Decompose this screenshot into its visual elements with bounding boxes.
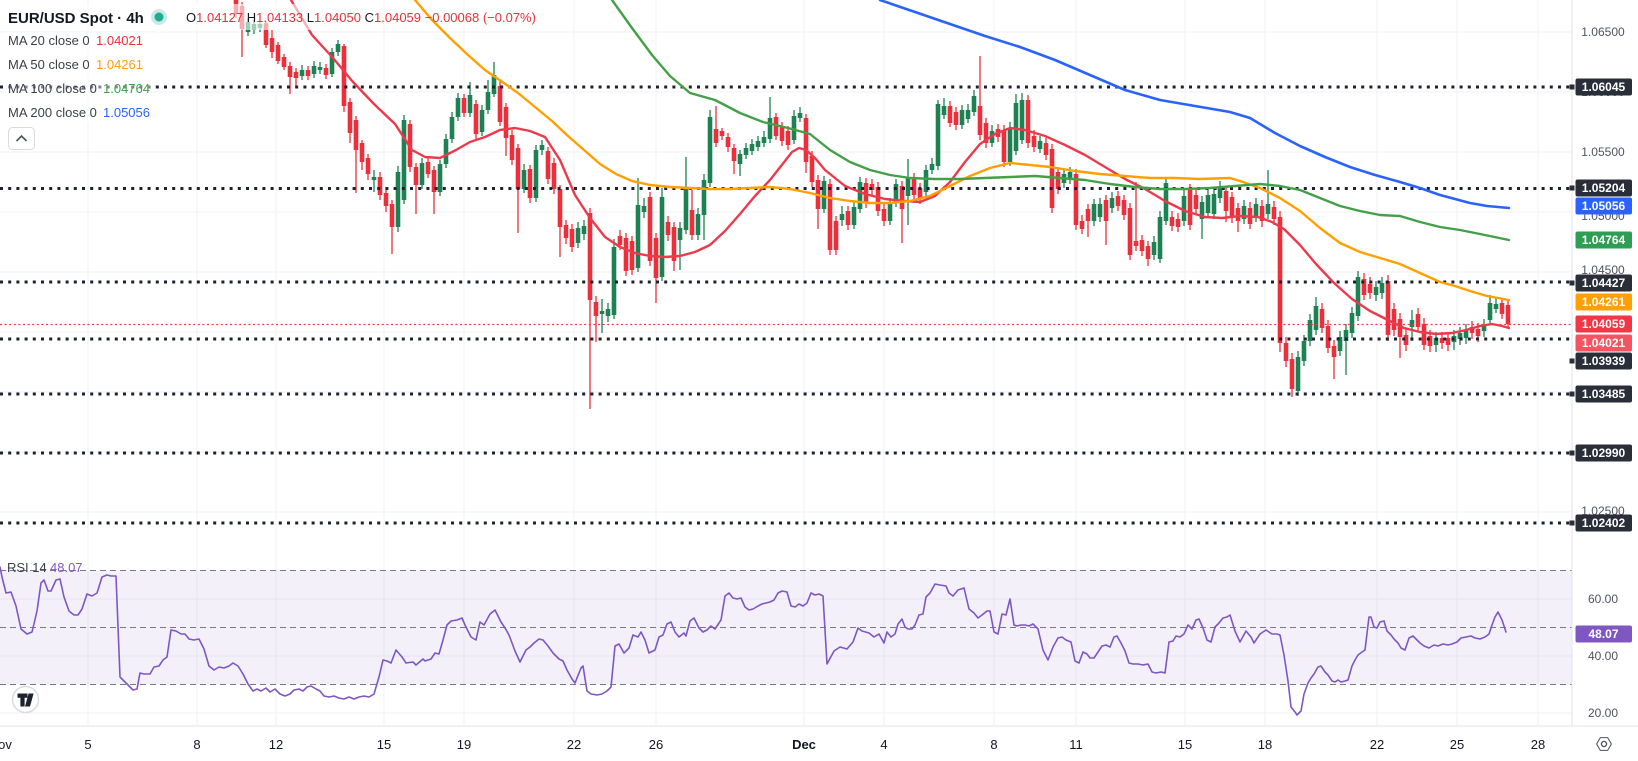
svg-text:1.02402: 1.02402 [1582, 516, 1626, 530]
svg-text:1.06500: 1.06500 [1581, 25, 1625, 39]
svg-text:15: 15 [377, 737, 391, 752]
svg-text:1.05204: 1.05204 [1582, 181, 1626, 195]
svg-text:15: 15 [1178, 737, 1192, 752]
svg-text:1.02990: 1.02990 [1582, 446, 1626, 460]
svg-text:4: 4 [880, 737, 887, 752]
svg-text:1.04059: 1.04059 [1582, 317, 1626, 331]
svg-text:Dec: Dec [792, 737, 816, 752]
svg-text:ov: ov [0, 737, 12, 752]
svg-text:1.05500: 1.05500 [1581, 145, 1625, 159]
svg-text:RSI 14: RSI 14 [7, 560, 47, 575]
svg-text:28: 28 [1531, 737, 1545, 752]
svg-text:1.04021: 1.04021 [96, 33, 143, 48]
svg-text:1.04764: 1.04764 [103, 81, 150, 96]
svg-text:12: 12 [269, 737, 283, 752]
svg-text:48.07: 48.07 [1588, 627, 1618, 641]
svg-text:MA 100 close 0: MA 100 close 0 [8, 81, 97, 96]
svg-text:22: 22 [1370, 737, 1384, 752]
svg-text:1.04261: 1.04261 [1582, 295, 1626, 309]
svg-text:40.00: 40.00 [1588, 649, 1618, 663]
svg-text:1.03485: 1.03485 [1582, 387, 1626, 401]
svg-text:1.05056: 1.05056 [1582, 199, 1626, 213]
svg-text:MA 200 close 0: MA 200 close 0 [8, 105, 97, 120]
svg-text:1.04427: 1.04427 [1582, 276, 1626, 290]
svg-text:1.05056: 1.05056 [103, 105, 150, 120]
svg-text:11: 11 [1069, 737, 1083, 752]
svg-text:18: 18 [1258, 737, 1272, 752]
svg-text:MA 20 close 0: MA 20 close 0 [8, 33, 90, 48]
svg-text:1.04764: 1.04764 [1582, 233, 1626, 247]
svg-text:26: 26 [649, 737, 663, 752]
svg-text:22: 22 [567, 737, 581, 752]
svg-text:8: 8 [990, 737, 997, 752]
svg-text:1.04021: 1.04021 [1582, 336, 1626, 350]
svg-text:1.06045: 1.06045 [1582, 80, 1626, 94]
svg-text:1.03939: 1.03939 [1582, 354, 1626, 368]
svg-text:8: 8 [193, 737, 200, 752]
svg-text:48.07: 48.07 [50, 560, 83, 575]
svg-text:MA 50 close 0: MA 50 close 0 [8, 57, 90, 72]
svg-text:EUR/USD Spot · 4h: EUR/USD Spot · 4h [8, 10, 144, 27]
svg-text:5: 5 [84, 737, 91, 752]
svg-text:1.04261: 1.04261 [96, 57, 143, 72]
svg-text:19: 19 [457, 737, 471, 752]
svg-text:60.00: 60.00 [1588, 592, 1618, 606]
svg-text:20.00: 20.00 [1588, 706, 1618, 720]
svg-text:1.04500: 1.04500 [1581, 263, 1625, 277]
svg-text:O1.04127 H1.04133 L1.04050 C1.: O1.04127 H1.04133 L1.04050 C1.04059 −0.0… [186, 10, 536, 25]
svg-text:25: 25 [1450, 737, 1464, 752]
